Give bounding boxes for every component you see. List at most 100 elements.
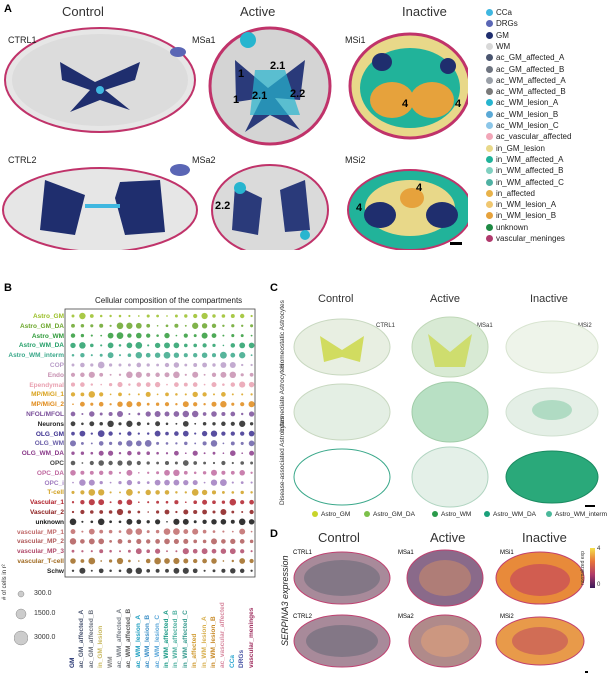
bubble [250,530,253,533]
bubble [80,324,85,328]
bubble [231,510,235,514]
bubble [146,451,150,455]
legend-label: ac_WM_affected_A [496,75,566,85]
bubble [118,480,122,485]
bubble [183,353,188,358]
bubble [118,432,122,435]
bubble [70,382,76,387]
bubble [108,559,113,563]
legend-label: Astro_WM_interm [555,511,608,518]
bubble [201,352,208,358]
bubble [116,332,124,339]
bubble [210,479,218,486]
colorbar-label: normalized exp [580,551,586,585]
legend-item: unknown [486,223,528,232]
msi1-section [348,32,468,140]
bubble [135,440,142,447]
bubble [164,362,170,368]
bubble [174,323,179,328]
compartment-label: ac_WM_affected_B [125,608,133,668]
bubble [156,451,159,455]
bubble [183,343,188,348]
bubble [250,461,254,465]
bubble [174,500,179,505]
bubble [145,352,151,358]
bubble [230,538,236,545]
bubble [118,354,122,357]
bubble [109,520,112,524]
bubble [221,539,226,544]
bubble [155,548,161,554]
bubble [135,528,143,535]
bubble [146,422,150,426]
bubble [175,334,178,337]
bubble [182,567,189,574]
legend-item: ac_WM_lesion_B [486,110,558,119]
bubble [164,479,170,486]
bubble [99,480,103,485]
compartment-label: CCa [228,654,236,668]
bubble [230,470,235,475]
bubble [126,420,133,427]
panel-c-header-active: Active [430,293,460,305]
bubble [203,403,206,406]
bubble [107,342,114,349]
bubble [146,530,150,534]
bubble [222,530,225,533]
bubble [164,490,170,495]
bubble [135,342,143,349]
bubble [229,498,237,506]
bubble [126,528,133,535]
bubble [127,363,131,367]
bubble [193,353,198,358]
bubble [71,314,75,318]
zone-label: 1 [233,94,240,106]
bubble [165,422,169,426]
bubble [193,520,197,524]
legend-swatch [364,511,370,517]
bubble [249,499,254,505]
bubble [248,381,255,388]
bubble [98,568,104,574]
bubble [79,479,86,486]
legend-swatch [484,511,490,517]
bubble [220,548,227,554]
bubble [173,479,180,486]
bubble [99,529,104,534]
bubble [126,489,133,496]
bubble [202,422,207,426]
panel-d-header-inactive: Inactive [522,530,567,545]
bubble [71,431,75,436]
bubble [71,569,75,572]
bubble [135,548,142,555]
bubble [184,452,187,455]
bubble [99,422,103,426]
bubble [81,520,84,523]
panel-c-sample-msa1: MSa1 [477,323,493,329]
bubble [231,324,235,328]
panel-b-title: Cellular composition of the compartments [95,296,243,305]
zone-label: 2.1 [270,60,286,72]
bubble [248,440,255,447]
bubble [221,500,226,504]
bubble [239,470,245,476]
bubble [193,539,198,544]
panel-c-header-inactive: Inactive [530,293,568,305]
cell-type-label: NFOL/MFOL [26,411,64,418]
bubble [248,430,255,437]
bubble [164,411,170,417]
compartment-label: in_WM_affected_B [172,610,180,668]
size-legend-circles [14,590,28,646]
legend-swatch [486,155,493,163]
bubble [192,480,198,486]
bubble [239,568,245,574]
bubble [98,401,104,407]
cell-type-label: OPC [49,460,64,467]
bubble [203,569,206,572]
bubble [154,411,161,417]
bubble [89,314,94,318]
bubble [166,315,168,317]
bubble [135,351,143,359]
bubble [220,479,227,486]
legend-item: Astro_WM_DA [484,511,536,518]
